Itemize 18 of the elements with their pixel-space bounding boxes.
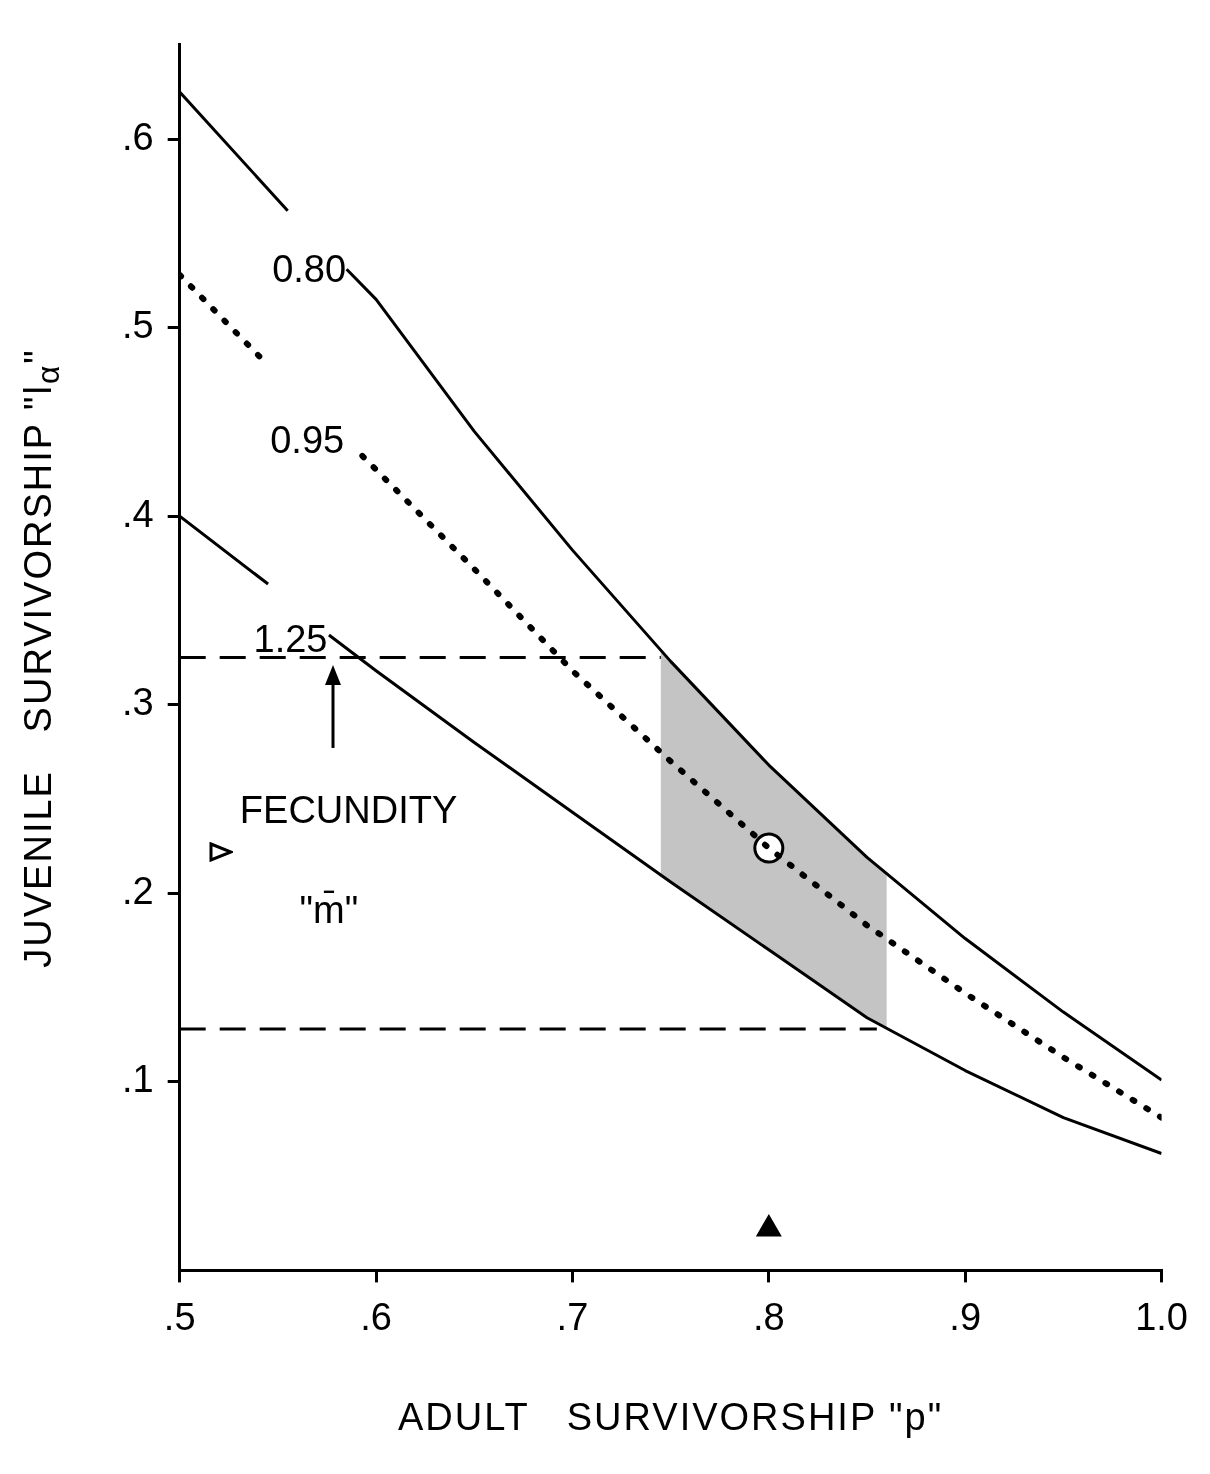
x-tick-label: .9 bbox=[949, 1295, 982, 1338]
x-tick-label: .7 bbox=[556, 1295, 589, 1338]
x-axis-title: ADULT SURVIVORSHIP "p" bbox=[397, 1396, 945, 1439]
y-tick-label: .4 bbox=[121, 492, 154, 535]
annotation: "m̄" bbox=[299, 888, 359, 932]
y-tick-label: .1 bbox=[121, 1058, 154, 1101]
series-label: 1.25 bbox=[253, 618, 328, 660]
x-tick-label: .6 bbox=[360, 1295, 392, 1338]
x-tick-label: 1.0 bbox=[1135, 1295, 1188, 1338]
x-tick-label: .8 bbox=[752, 1295, 785, 1338]
x-tick-label: .5 bbox=[163, 1295, 196, 1338]
y-tick-label: .2 bbox=[121, 869, 154, 912]
y-tick-label: .6 bbox=[121, 115, 154, 158]
y-tick-label: .5 bbox=[121, 304, 154, 347]
y-tick-label: .3 bbox=[121, 681, 154, 724]
annotation: FECUNDITY bbox=[239, 788, 458, 832]
series-label: 0.80 bbox=[272, 248, 347, 291]
series-label: 0.95 bbox=[270, 419, 345, 462]
